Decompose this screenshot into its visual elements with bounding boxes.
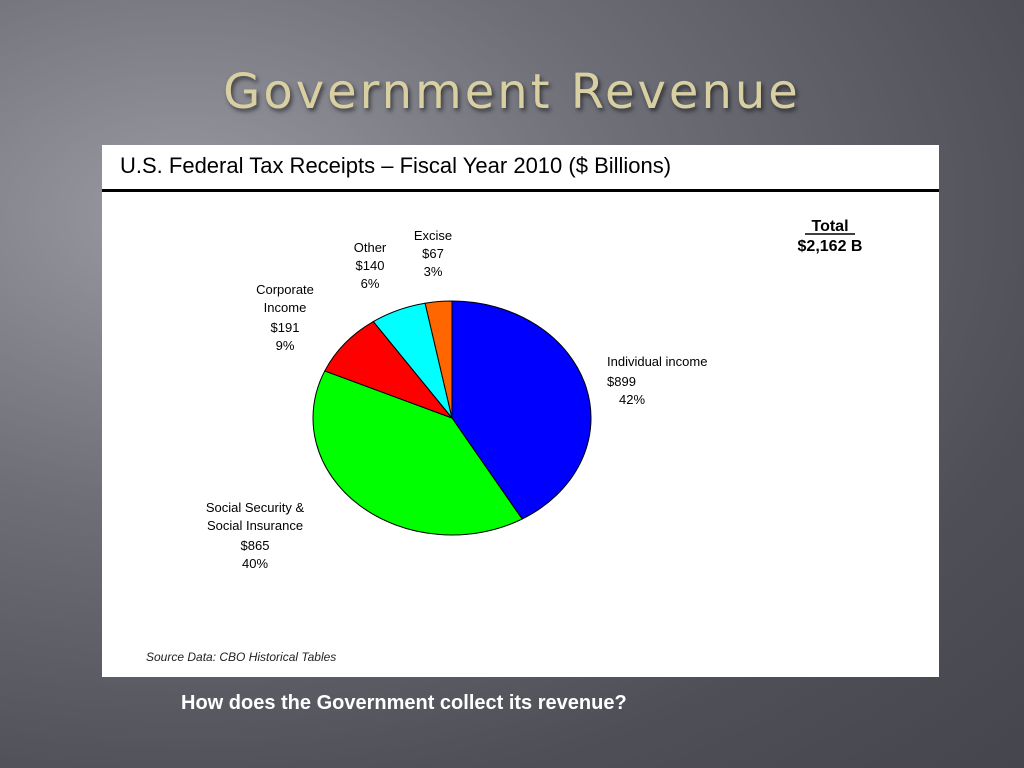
chart-title: U.S. Federal Tax Receipts – Fiscal Year … bbox=[120, 153, 672, 178]
chart-panel: U.S. Federal Tax Receipts – Fiscal Year … bbox=[102, 145, 939, 677]
slide-title: Government Revenue bbox=[223, 64, 801, 120]
slice-name-other: Other bbox=[354, 240, 387, 255]
slice-percent-individual-income: 42% bbox=[619, 392, 645, 407]
slice-percent-social-security: 40% bbox=[242, 556, 268, 571]
pie-slice-individual-income bbox=[451, 300, 592, 520]
slice-name-excise: Excise bbox=[414, 228, 452, 243]
slice-percent-excise: 3% bbox=[424, 264, 443, 279]
slice-percent-corporate-income: 9% bbox=[276, 338, 295, 353]
slide-caption: How does the Government collect its reve… bbox=[181, 692, 627, 714]
pie-chart: Individual income $899 42% Social Security … bbox=[206, 218, 863, 571]
slice-name-social-security: Social Insurance bbox=[207, 518, 303, 533]
slice-percent-other: 6% bbox=[361, 276, 380, 291]
slice-name-corporate-income: Income bbox=[264, 300, 307, 315]
slice-amount-other: $140 bbox=[356, 258, 385, 273]
total-block: Total $2,162 B bbox=[798, 218, 863, 255]
pie-slices bbox=[312, 300, 592, 536]
slice-amount-individual-income: $899 bbox=[607, 374, 636, 389]
pie-slice-excise bbox=[424, 300, 453, 419]
slice-name-social-security: Social Security & bbox=[206, 500, 305, 515]
source-note: Source Data: CBO Historical Tables bbox=[146, 650, 337, 664]
slice-amount-excise: $67 bbox=[422, 246, 444, 261]
slice-labels: Individual income $899 42% Social Security … bbox=[206, 228, 708, 571]
slice-amount-corporate-income: $191 bbox=[271, 320, 300, 335]
slice-amount-social-security: $865 bbox=[241, 538, 270, 553]
slice-name-individual-income: Individual income bbox=[607, 354, 707, 369]
total-value: $2,162 B bbox=[798, 238, 863, 255]
title-divider bbox=[102, 189, 939, 192]
slice-name-corporate-income: Corporate bbox=[256, 282, 314, 297]
total-label: Total bbox=[811, 218, 848, 235]
pie-slice-social-security bbox=[312, 370, 523, 536]
